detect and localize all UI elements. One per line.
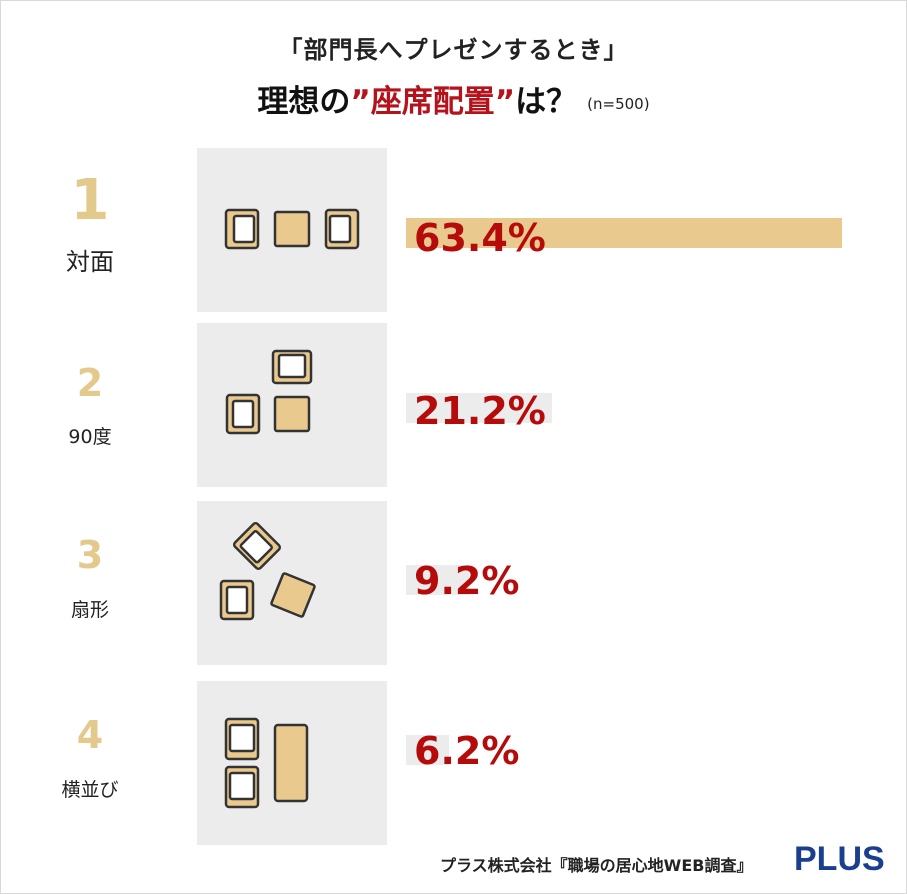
seating-90-degree-icon: [197, 323, 387, 487]
seating-facing-icon: [197, 148, 387, 312]
chart-title-line2: 理想の”座席配置”は？ (n=500): [0, 76, 907, 121]
bar-2: [406, 393, 552, 423]
sample-size: (n=500): [587, 94, 650, 113]
source-credit: プラス株式会社『職場の居心地WEB調査』: [440, 856, 753, 875]
value-label-4: 6.2%: [414, 729, 520, 773]
title-prefix: 理想の: [257, 84, 351, 120]
seating-fan-icon: [197, 501, 387, 665]
category-label-2: 90度: [68, 426, 112, 448]
bar-3: [406, 565, 470, 595]
seating-side-by-side-icon: [197, 681, 387, 845]
value-label-1: 63.4%: [414, 216, 546, 260]
value-label-2: 21.2%: [414, 389, 546, 433]
bar-4: [406, 735, 449, 765]
chart-row-2: 2 90度 21.2%: [0, 323, 907, 487]
title-suffix: は？: [515, 84, 578, 120]
chart-title-line1: 「部門長へプレゼンするとき」: [278, 36, 629, 64]
bar-1: [406, 218, 842, 248]
rank-2: 2: [76, 361, 104, 405]
category-label-3: 扇形: [70, 599, 109, 621]
title-highlight: ”座席配置”: [350, 84, 516, 120]
chart-row-1: 1 対面 63.4%: [0, 148, 907, 312]
value-label-3: 9.2%: [414, 559, 520, 603]
chart-row-3: 3 扇形 9.2%: [0, 501, 907, 665]
rank-1: 1: [70, 168, 110, 233]
rank-4: 4: [76, 713, 104, 757]
chart-row-4: 4 横並び 6.2%: [0, 681, 907, 845]
category-label-1: 対面: [66, 248, 114, 276]
category-label-4: 横並び: [61, 779, 119, 801]
plus-logo: PLUS: [794, 840, 885, 878]
rank-3: 3: [76, 533, 104, 577]
